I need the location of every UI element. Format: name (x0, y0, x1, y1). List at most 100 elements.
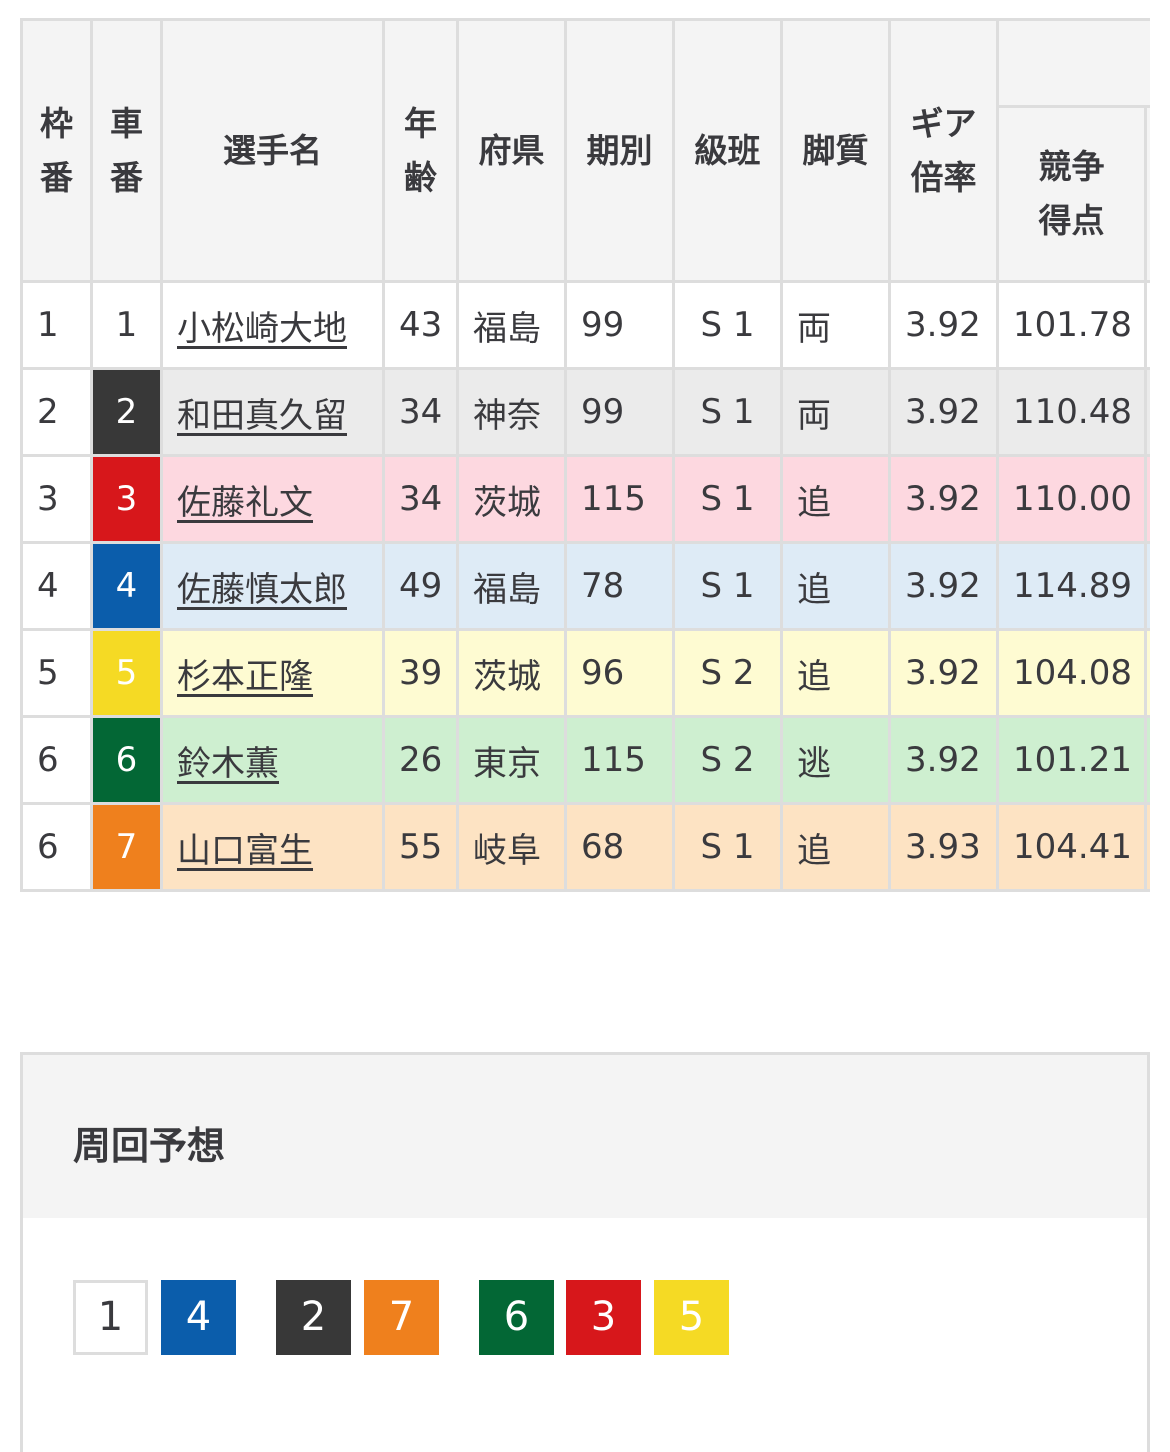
gear-cell: 3.92 (888, 280, 999, 370)
term-cell: 99 (564, 367, 675, 457)
gear-cell: 3.92 (888, 628, 999, 718)
term-cell: 68 (564, 802, 675, 892)
lap-prediction-title: 周回予想 (23, 1055, 1147, 1218)
term-cell: 78 (564, 541, 675, 631)
chip-car-1: 1 (73, 1280, 148, 1355)
chip-car-2: 2 (276, 1280, 351, 1355)
chip-car-7: 7 (364, 1280, 439, 1355)
header-age: 年 齢 (382, 18, 459, 283)
class-cell: S 2 (672, 715, 783, 805)
prefecture-cell: 岐阜 (456, 802, 567, 892)
header-waku: 枠 番 (20, 18, 93, 283)
racer-name-link[interactable]: 佐藤礼文 (177, 482, 313, 523)
chip-car-5: 5 (654, 1280, 729, 1355)
header-gear: ギア 倍率 (888, 18, 999, 283)
class-cell: S 1 (672, 541, 783, 631)
racer-name-link[interactable]: 佐藤慎太郎 (177, 569, 347, 610)
car-number-cell: 4 (90, 541, 163, 631)
table-row: 5 5 杉本正隆 39 茨城 96 S 2 追 3.92 104.08 (20, 628, 1150, 718)
name-cell: 小松崎大地 (160, 280, 385, 370)
entry-table: 枠 番 車 番 選手名 年 齢 府県 期別 級班 脚質 ギア 倍率 競争 得点 … (20, 18, 1150, 892)
car-number-cell: 1 (90, 280, 163, 370)
car-number-cell: 6 (90, 715, 163, 805)
gear-cell: 3.92 (888, 367, 999, 457)
chip-car-6: 6 (479, 1280, 554, 1355)
name-cell: 鈴木薫 (160, 715, 385, 805)
table-row: 4 4 佐藤慎太郎 49 福島 78 S 1 追 3.92 114.89 (20, 541, 1150, 631)
score-cell: 101.78 (996, 280, 1147, 370)
chip-car-4: 4 (161, 1280, 236, 1355)
racer-name-link[interactable]: 小松崎大地 (177, 308, 347, 349)
table-row: 3 3 佐藤礼文 34 茨城 115 S 1 追 3.92 110.00 (20, 454, 1150, 544)
extra-cell (1144, 541, 1150, 631)
name-cell: 佐藤慎太郎 (160, 541, 385, 631)
header-term: 期別 (564, 18, 675, 283)
age-cell: 55 (382, 802, 459, 892)
waku-cell: 2 (20, 367, 93, 457)
car-number-cell: 2 (90, 367, 163, 457)
waku-cell: 5 (20, 628, 93, 718)
style-cell: 逃 (780, 715, 891, 805)
style-cell: 追 (780, 628, 891, 718)
class-cell: S 1 (672, 454, 783, 544)
extra-cell (1144, 628, 1150, 718)
score-cell: 110.00 (996, 454, 1147, 544)
class-cell: S 2 (672, 628, 783, 718)
header-style: 脚質 (780, 18, 891, 283)
style-cell: 両 (780, 367, 891, 457)
chip-car-3: 3 (566, 1280, 641, 1355)
style-cell: 両 (780, 280, 891, 370)
racer-name-link[interactable]: 山口富生 (177, 830, 313, 871)
age-cell: 43 (382, 280, 459, 370)
waku-cell: 4 (20, 541, 93, 631)
class-cell: S 1 (672, 802, 783, 892)
term-cell: 99 (564, 280, 675, 370)
prefecture-cell: 茨城 (456, 628, 567, 718)
header-class: 級班 (672, 18, 783, 283)
class-cell: S 1 (672, 280, 783, 370)
prefecture-cell: 東京 (456, 715, 567, 805)
extra-cell (1144, 454, 1150, 544)
waku-cell: 6 (20, 802, 93, 892)
waku-cell: 3 (20, 454, 93, 544)
extra-cell (1144, 280, 1150, 370)
header-pref: 府県 (456, 18, 567, 283)
table-row: 1 1 小松崎大地 43 福島 99 S 1 両 3.92 101.78 (20, 280, 1150, 370)
term-cell: 115 (564, 454, 675, 544)
name-cell: 和田真久留 (160, 367, 385, 457)
waku-cell: 1 (20, 280, 93, 370)
waku-cell: 6 (20, 715, 93, 805)
gear-cell: 3.92 (888, 541, 999, 631)
term-cell: 96 (564, 628, 675, 718)
car-number-cell: 3 (90, 454, 163, 544)
name-cell: 山口富生 (160, 802, 385, 892)
prefecture-cell: 福島 (456, 280, 567, 370)
extra-cell (1144, 715, 1150, 805)
header-more (1144, 105, 1150, 283)
age-cell: 34 (382, 367, 459, 457)
prefecture-cell: 神奈 (456, 367, 567, 457)
racer-name-link[interactable]: 和田真久留 (177, 395, 347, 436)
entry-table-container: 枠 番 車 番 選手名 年 齢 府県 期別 級班 脚質 ギア 倍率 競争 得点 … (20, 18, 1150, 892)
table-row: 6 6 鈴木薫 26 東京 115 S 2 逃 3.92 101.21 (20, 715, 1150, 805)
score-cell: 110.48 (996, 367, 1147, 457)
age-cell: 34 (382, 454, 459, 544)
age-cell: 26 (382, 715, 459, 805)
class-cell: S 1 (672, 367, 783, 457)
gear-cell: 3.92 (888, 715, 999, 805)
prefecture-cell: 福島 (456, 541, 567, 631)
gear-cell: 3.93 (888, 802, 999, 892)
prefecture-cell: 茨城 (456, 454, 567, 544)
car-number-cell: 5 (90, 628, 163, 718)
header-car: 車 番 (90, 18, 163, 283)
score-cell: 104.41 (996, 802, 1147, 892)
header-group (996, 18, 1150, 108)
racer-name-link[interactable]: 杉本正隆 (177, 656, 313, 697)
score-cell: 104.08 (996, 628, 1147, 718)
car-number-cell: 7 (90, 802, 163, 892)
style-cell: 追 (780, 802, 891, 892)
racer-name-link[interactable]: 鈴木薫 (177, 743, 279, 784)
name-cell: 杉本正隆 (160, 628, 385, 718)
table-row: 2 2 和田真久留 34 神奈 99 S 1 両 3.92 110.48 (20, 367, 1150, 457)
name-cell: 佐藤礼文 (160, 454, 385, 544)
